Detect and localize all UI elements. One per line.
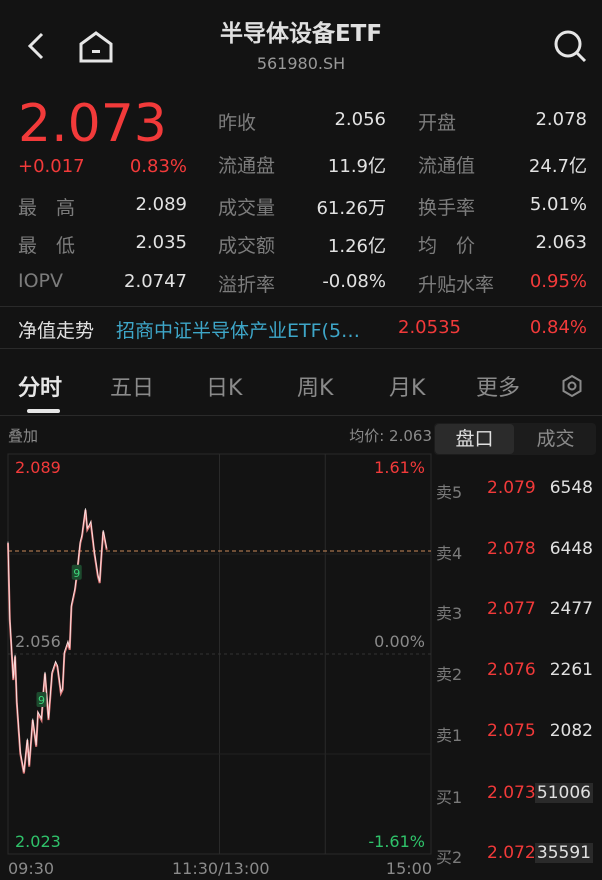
stock-code: 561980.SH — [256, 54, 346, 73]
search-icon — [554, 30, 587, 63]
stat-label: IOPV — [18, 270, 64, 292]
orderbook-level: 卖2 — [436, 665, 463, 684]
stat-label: 最 低 — [18, 235, 76, 257]
stat-label: 换手率 — [418, 197, 476, 219]
y-left-bottom: 2.023 — [15, 832, 61, 851]
intraday-chart[interactable]: 99 — [0, 440, 434, 880]
chart-settings-button[interactable] — [561, 374, 583, 398]
stat-value: 24.7亿 — [528, 156, 587, 177]
orderbook-price: 2.072 — [487, 843, 536, 863]
divider — [0, 348, 602, 349]
overlay-button[interactable]: 叠加 — [8, 427, 39, 445]
back-button[interactable] — [24, 30, 48, 62]
orderbook-level: 卖1 — [436, 726, 463, 745]
stat-label: 均 价 — [418, 235, 476, 257]
orderbook-price: 2.078 — [487, 539, 536, 559]
avg-price-label: 均价: 2.063 — [349, 427, 432, 445]
stat-label: 溢折率 — [218, 274, 276, 296]
tab-monthly-k[interactable]: 月K — [389, 376, 426, 401]
stat-label: 开盘 — [418, 112, 457, 134]
orderbook-level: 卖3 — [436, 604, 463, 623]
current-price: 2.073 — [18, 94, 167, 154]
orderbook-price: 2.076 — [487, 660, 536, 680]
orderbook-volume: 35591 — [534, 843, 593, 863]
orderbook-volume: 51006 — [534, 783, 593, 803]
price-change: +0.017 — [18, 156, 85, 177]
orderbook-volume: 6548 — [549, 478, 593, 498]
y-left-top: 2.089 — [15, 458, 61, 477]
divider — [0, 306, 602, 307]
home-icon — [79, 31, 113, 63]
nav-label: 净值走势 — [18, 320, 95, 342]
stat-value: 11.9亿 — [327, 156, 386, 177]
signal-marker-label: 9 — [38, 694, 45, 707]
stat-value: 0.95% — [529, 271, 587, 292]
stat-label: 成交量 — [218, 197, 276, 219]
stat-label: 流通盘 — [218, 155, 276, 177]
nav-value: 2.0535 — [398, 317, 461, 338]
stat-label: 升贴水率 — [418, 274, 495, 296]
signal-marker-label: 9 — [73, 567, 80, 580]
divider — [0, 415, 602, 416]
y-right-bottom: -1.61% — [368, 832, 425, 851]
y-right-mid: 0.00% — [374, 632, 425, 651]
tab-five-day[interactable]: 五日 — [110, 376, 155, 401]
orderbook-volume: 2082 — [549, 721, 593, 741]
orderbook-level: 买1 — [436, 788, 463, 807]
price-change-pct: 0.83% — [129, 156, 187, 177]
orderbook-price: 2.075 — [487, 721, 536, 741]
orderbook-price: 2.079 — [487, 478, 536, 498]
stat-value: 2.0747 — [124, 271, 187, 292]
x-tick-midday: 11:30/13:00 — [172, 859, 270, 878]
stat-value: 2.063 — [535, 232, 587, 253]
orderbook-volume: 2261 — [549, 660, 593, 680]
page-title: 半导体设备ETF — [219, 21, 383, 47]
tab-daily-k[interactable]: 日K — [206, 376, 243, 401]
y-right-top: 1.61% — [374, 458, 425, 477]
stat-value: 2.089 — [135, 194, 187, 215]
orderbook-volume: 6448 — [549, 539, 593, 559]
stat-label: 成交额 — [218, 235, 276, 257]
stat-label: 最 高 — [18, 197, 76, 219]
orderbook-level: 卖4 — [436, 544, 463, 563]
search-button[interactable] — [552, 28, 588, 64]
stat-label: 昨收 — [218, 112, 257, 134]
tab-active-underline — [27, 409, 60, 413]
settings-hexagon-icon — [562, 374, 582, 398]
tab-trades[interactable]: 成交 — [536, 428, 575, 450]
stat-value: 2.078 — [535, 109, 587, 130]
x-tick-open: 09:30 — [8, 859, 55, 878]
stat-label: 流通值 — [418, 155, 476, 177]
orderbook-price: 2.073 — [487, 783, 536, 803]
stat-value: 1.26亿 — [327, 236, 386, 257]
stat-value: 2.035 — [135, 232, 187, 253]
stat-value: 5.01% — [529, 194, 587, 215]
y-left-mid: 2.056 — [15, 632, 61, 651]
signal-marker — [71, 564, 82, 580]
orderbook-level: 买2 — [436, 848, 463, 867]
price-line-highlight — [7, 508, 108, 772]
home-button[interactable] — [78, 30, 114, 64]
orderbook-price: 2.077 — [487, 599, 536, 619]
stat-value: -0.08% — [322, 271, 386, 292]
x-tick-close: 15:00 — [385, 859, 432, 878]
tab-more[interactable]: 更多 — [476, 376, 521, 401]
nav-fund-link[interactable]: 招商中证半导体产业ETF(5… — [116, 320, 361, 342]
orderbook-level: 卖5 — [436, 483, 463, 502]
tab-intraday[interactable]: 分时 — [18, 376, 63, 401]
tab-weekly-k[interactable]: 周K — [297, 376, 334, 401]
tab-orderbook[interactable]: 盘口 — [435, 424, 514, 454]
orderbook-volume: 2477 — [549, 599, 593, 619]
nav-pct: 0.84% — [529, 317, 587, 338]
stat-value: 2.056 — [334, 109, 386, 130]
signal-marker — [36, 692, 47, 708]
chevron-left-icon — [27, 32, 44, 60]
stat-value: 61.26万 — [316, 198, 386, 219]
